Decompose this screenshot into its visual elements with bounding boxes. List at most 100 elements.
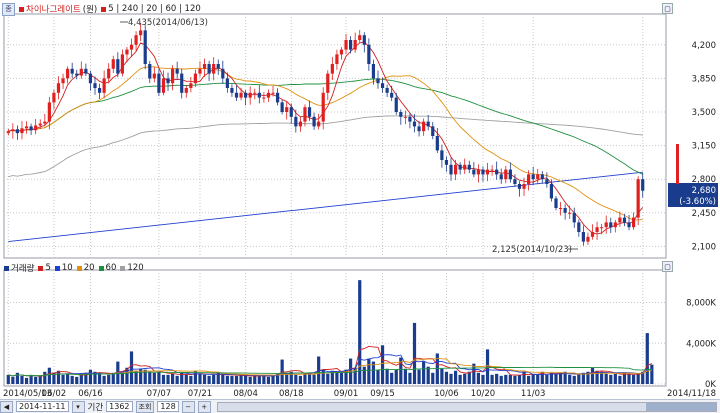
calendar-dropdown-icon[interactable]: ▾ — [71, 400, 85, 413]
volume-bar — [508, 374, 512, 384]
volume-bar — [248, 376, 252, 384]
volume-bar — [275, 373, 280, 384]
vma120-label: 120 — [127, 263, 144, 273]
candle-body — [285, 107, 289, 112]
current-price-change: (-3.60%) — [679, 197, 716, 207]
volume-bar — [307, 372, 312, 384]
volume-bar — [303, 373, 307, 384]
volume-bar — [422, 361, 426, 384]
volume-bar — [531, 373, 535, 384]
candle-body — [52, 92, 56, 103]
view-count-input[interactable]: 128 — [157, 401, 179, 412]
candle-body — [102, 78, 106, 93]
volume-bar — [558, 373, 563, 384]
candle-body — [636, 179, 640, 218]
candle-body — [476, 169, 481, 175]
candle-body — [134, 35, 138, 45]
price-panel-close-icon[interactable]: ▢ — [662, 3, 673, 14]
candle-body — [435, 136, 439, 151]
prev-arrow-icon[interactable]: ◀ — [0, 400, 13, 413]
volume-bar — [75, 376, 79, 384]
volume-bar — [467, 371, 471, 384]
legend-color-icon — [19, 6, 24, 12]
volume-axis-label: 8,000K — [686, 299, 716, 309]
candle-body — [426, 121, 430, 127]
vma10-icon — [54, 265, 60, 271]
date-axis-label: 07/07 — [147, 389, 172, 399]
ma120-line — [8, 115, 643, 178]
volume-bar — [298, 375, 302, 384]
candle-body — [221, 68, 225, 79]
volume-bar — [198, 373, 202, 384]
volume-bar — [93, 371, 97, 384]
volume-bar — [408, 372, 412, 384]
candle-body — [6, 131, 10, 134]
candle-body — [403, 116, 407, 118]
volume-bar — [15, 372, 20, 384]
candle-body — [107, 68, 111, 79]
candle-body — [417, 126, 421, 132]
price-axis-label: 3,500 — [692, 108, 716, 118]
volume-bar — [330, 370, 334, 384]
candle-body — [622, 217, 627, 223]
volume-bar — [97, 373, 102, 384]
vma5-label: 5 — [45, 263, 51, 273]
price-panel[interactable] — [3, 13, 667, 259]
volume-bar — [385, 368, 389, 384]
candle-body — [193, 73, 198, 84]
candle-body — [353, 40, 357, 50]
volume-bar — [239, 374, 243, 384]
volume-bar — [449, 373, 453, 384]
horizontal-scrollbar[interactable] — [216, 401, 717, 412]
candle-body — [34, 125, 38, 131]
candle-body — [600, 227, 604, 229]
volume-bar — [590, 367, 595, 384]
volume-bar — [52, 372, 56, 384]
candle-body — [43, 121, 47, 124]
vma60-label: 60 — [105, 263, 117, 273]
price-ma-labels: 5 | 240 | 20 | 60 | 120 — [108, 4, 201, 14]
volume-bar — [572, 375, 576, 384]
volume-bar — [627, 373, 631, 384]
candle-body — [481, 169, 485, 175]
volume-bar — [371, 361, 376, 384]
search-button[interactable]: 조회 — [135, 400, 155, 413]
volume-bar — [257, 375, 261, 384]
volume-bar — [253, 375, 257, 384]
chart-type-tab[interactable]: 종 — [2, 2, 15, 16]
volume-bar — [609, 374, 613, 384]
candle-body — [70, 68, 74, 74]
zoom-out-icon[interactable]: − — [181, 400, 195, 413]
period-input[interactable]: 1362 — [106, 401, 133, 412]
volume-bar — [568, 374, 572, 384]
candle-body — [394, 97, 398, 112]
candle-body — [339, 49, 344, 55]
zoom-in-icon[interactable]: + — [197, 400, 211, 413]
candle-body — [563, 208, 567, 213]
volume-bar — [84, 372, 88, 384]
volume-bar — [152, 372, 156, 384]
volume-panel-close-icon[interactable]: ▢ — [662, 261, 673, 272]
price-legend: 종 차이나그레이트 (원) 5 | 240 | 20 | 60 | 120 — [2, 2, 201, 16]
volume-bar — [604, 373, 608, 384]
scrollbar-thumb[interactable] — [646, 402, 716, 411]
candle-body — [376, 78, 380, 84]
candle-body — [47, 102, 51, 122]
candle-body — [161, 78, 166, 93]
volume-bar — [38, 375, 42, 384]
volume-bar — [517, 374, 522, 384]
volume-bar — [417, 369, 421, 384]
volume-name: 거래량 — [11, 264, 35, 274]
volume-bar — [344, 369, 348, 384]
volume-bar — [586, 371, 590, 384]
volume-bar — [266, 376, 271, 384]
candle-body — [522, 184, 526, 189]
volume-panel[interactable] — [3, 269, 667, 387]
volume-bar — [139, 368, 143, 384]
volume-bar — [563, 371, 567, 384]
candle-body — [344, 40, 348, 50]
volume-bar — [230, 375, 234, 384]
candle-body — [641, 179, 645, 191]
date-input[interactable]: 2014-11-11 — [16, 401, 69, 412]
volume-bar — [294, 374, 298, 384]
